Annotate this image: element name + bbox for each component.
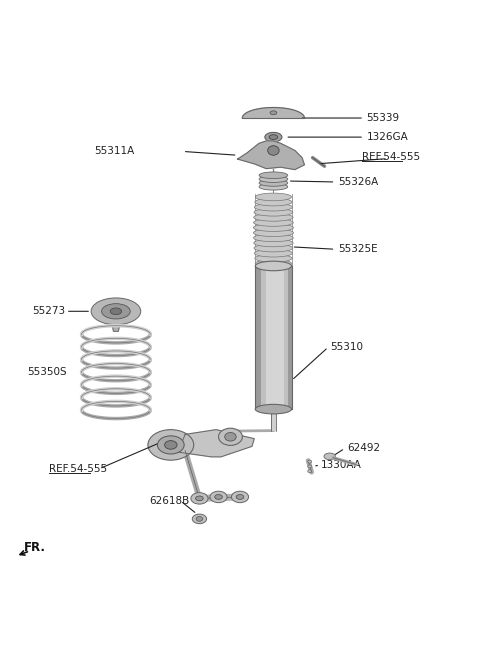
Ellipse shape — [254, 214, 293, 221]
Ellipse shape — [255, 255, 292, 262]
Text: 55350S: 55350S — [28, 367, 67, 377]
Text: 62492: 62492 — [348, 443, 381, 453]
Polygon shape — [112, 325, 120, 331]
Ellipse shape — [165, 441, 177, 449]
Text: REF.54-555: REF.54-555 — [362, 152, 420, 162]
Ellipse shape — [255, 404, 291, 414]
Ellipse shape — [308, 470, 312, 472]
Polygon shape — [242, 108, 304, 118]
Ellipse shape — [196, 496, 203, 501]
Text: 62618B: 62618B — [149, 496, 190, 506]
Ellipse shape — [259, 184, 288, 190]
Ellipse shape — [269, 134, 278, 140]
Bar — [273, 409, 274, 430]
Ellipse shape — [225, 432, 236, 441]
Ellipse shape — [308, 461, 312, 463]
Text: 55326A: 55326A — [338, 177, 378, 187]
Bar — [274, 409, 275, 430]
Ellipse shape — [259, 180, 288, 186]
Bar — [281, 266, 282, 409]
Text: 55310: 55310 — [331, 342, 364, 352]
Bar — [272, 409, 273, 430]
Text: 55311A: 55311A — [95, 146, 135, 156]
Bar — [270, 266, 272, 409]
Bar — [274, 266, 275, 409]
Ellipse shape — [254, 209, 293, 216]
Bar — [277, 266, 279, 409]
Ellipse shape — [191, 493, 208, 504]
Bar — [271, 409, 272, 430]
Ellipse shape — [253, 218, 293, 226]
Text: 1330AA: 1330AA — [321, 460, 362, 470]
Bar — [275, 266, 277, 409]
Bar — [279, 266, 281, 409]
Ellipse shape — [218, 428, 242, 445]
Ellipse shape — [196, 516, 203, 522]
Bar — [272, 266, 274, 409]
Ellipse shape — [231, 491, 249, 502]
Polygon shape — [238, 141, 304, 169]
Bar — [259, 266, 261, 409]
Text: 1326GA: 1326GA — [366, 132, 408, 142]
Polygon shape — [178, 430, 254, 457]
Ellipse shape — [192, 514, 206, 523]
Text: FR.: FR. — [24, 541, 46, 554]
Ellipse shape — [91, 298, 141, 325]
Bar — [264, 266, 266, 409]
Bar — [288, 266, 290, 409]
Ellipse shape — [254, 249, 292, 257]
Text: 55273: 55273 — [33, 306, 66, 316]
Bar — [263, 266, 264, 409]
Ellipse shape — [157, 436, 184, 454]
Bar — [282, 266, 284, 409]
Bar — [275, 409, 276, 430]
Bar — [268, 266, 270, 409]
Ellipse shape — [255, 198, 292, 206]
Ellipse shape — [236, 495, 244, 499]
Ellipse shape — [259, 172, 288, 178]
Bar — [257, 266, 259, 409]
Ellipse shape — [254, 203, 292, 211]
Ellipse shape — [215, 495, 222, 499]
Ellipse shape — [253, 224, 293, 232]
Ellipse shape — [254, 244, 293, 252]
Ellipse shape — [255, 193, 291, 201]
Bar — [266, 266, 268, 409]
Text: 55325E: 55325E — [338, 244, 377, 255]
Ellipse shape — [324, 453, 336, 460]
Ellipse shape — [102, 304, 130, 319]
Ellipse shape — [148, 430, 194, 461]
Bar — [290, 266, 291, 409]
Text: 55339: 55339 — [366, 113, 399, 123]
Ellipse shape — [265, 133, 282, 142]
Bar — [286, 266, 288, 409]
Ellipse shape — [110, 308, 121, 315]
Ellipse shape — [270, 111, 277, 115]
Ellipse shape — [255, 260, 291, 267]
Bar — [255, 266, 257, 409]
Ellipse shape — [253, 234, 293, 241]
Ellipse shape — [254, 239, 293, 247]
Bar — [261, 266, 263, 409]
Ellipse shape — [259, 176, 288, 182]
Text: REF.54-555: REF.54-555 — [49, 464, 107, 474]
Ellipse shape — [268, 146, 279, 155]
Ellipse shape — [253, 229, 293, 237]
Ellipse shape — [308, 465, 312, 468]
Bar — [284, 266, 286, 409]
Ellipse shape — [210, 491, 227, 502]
Ellipse shape — [255, 261, 291, 271]
